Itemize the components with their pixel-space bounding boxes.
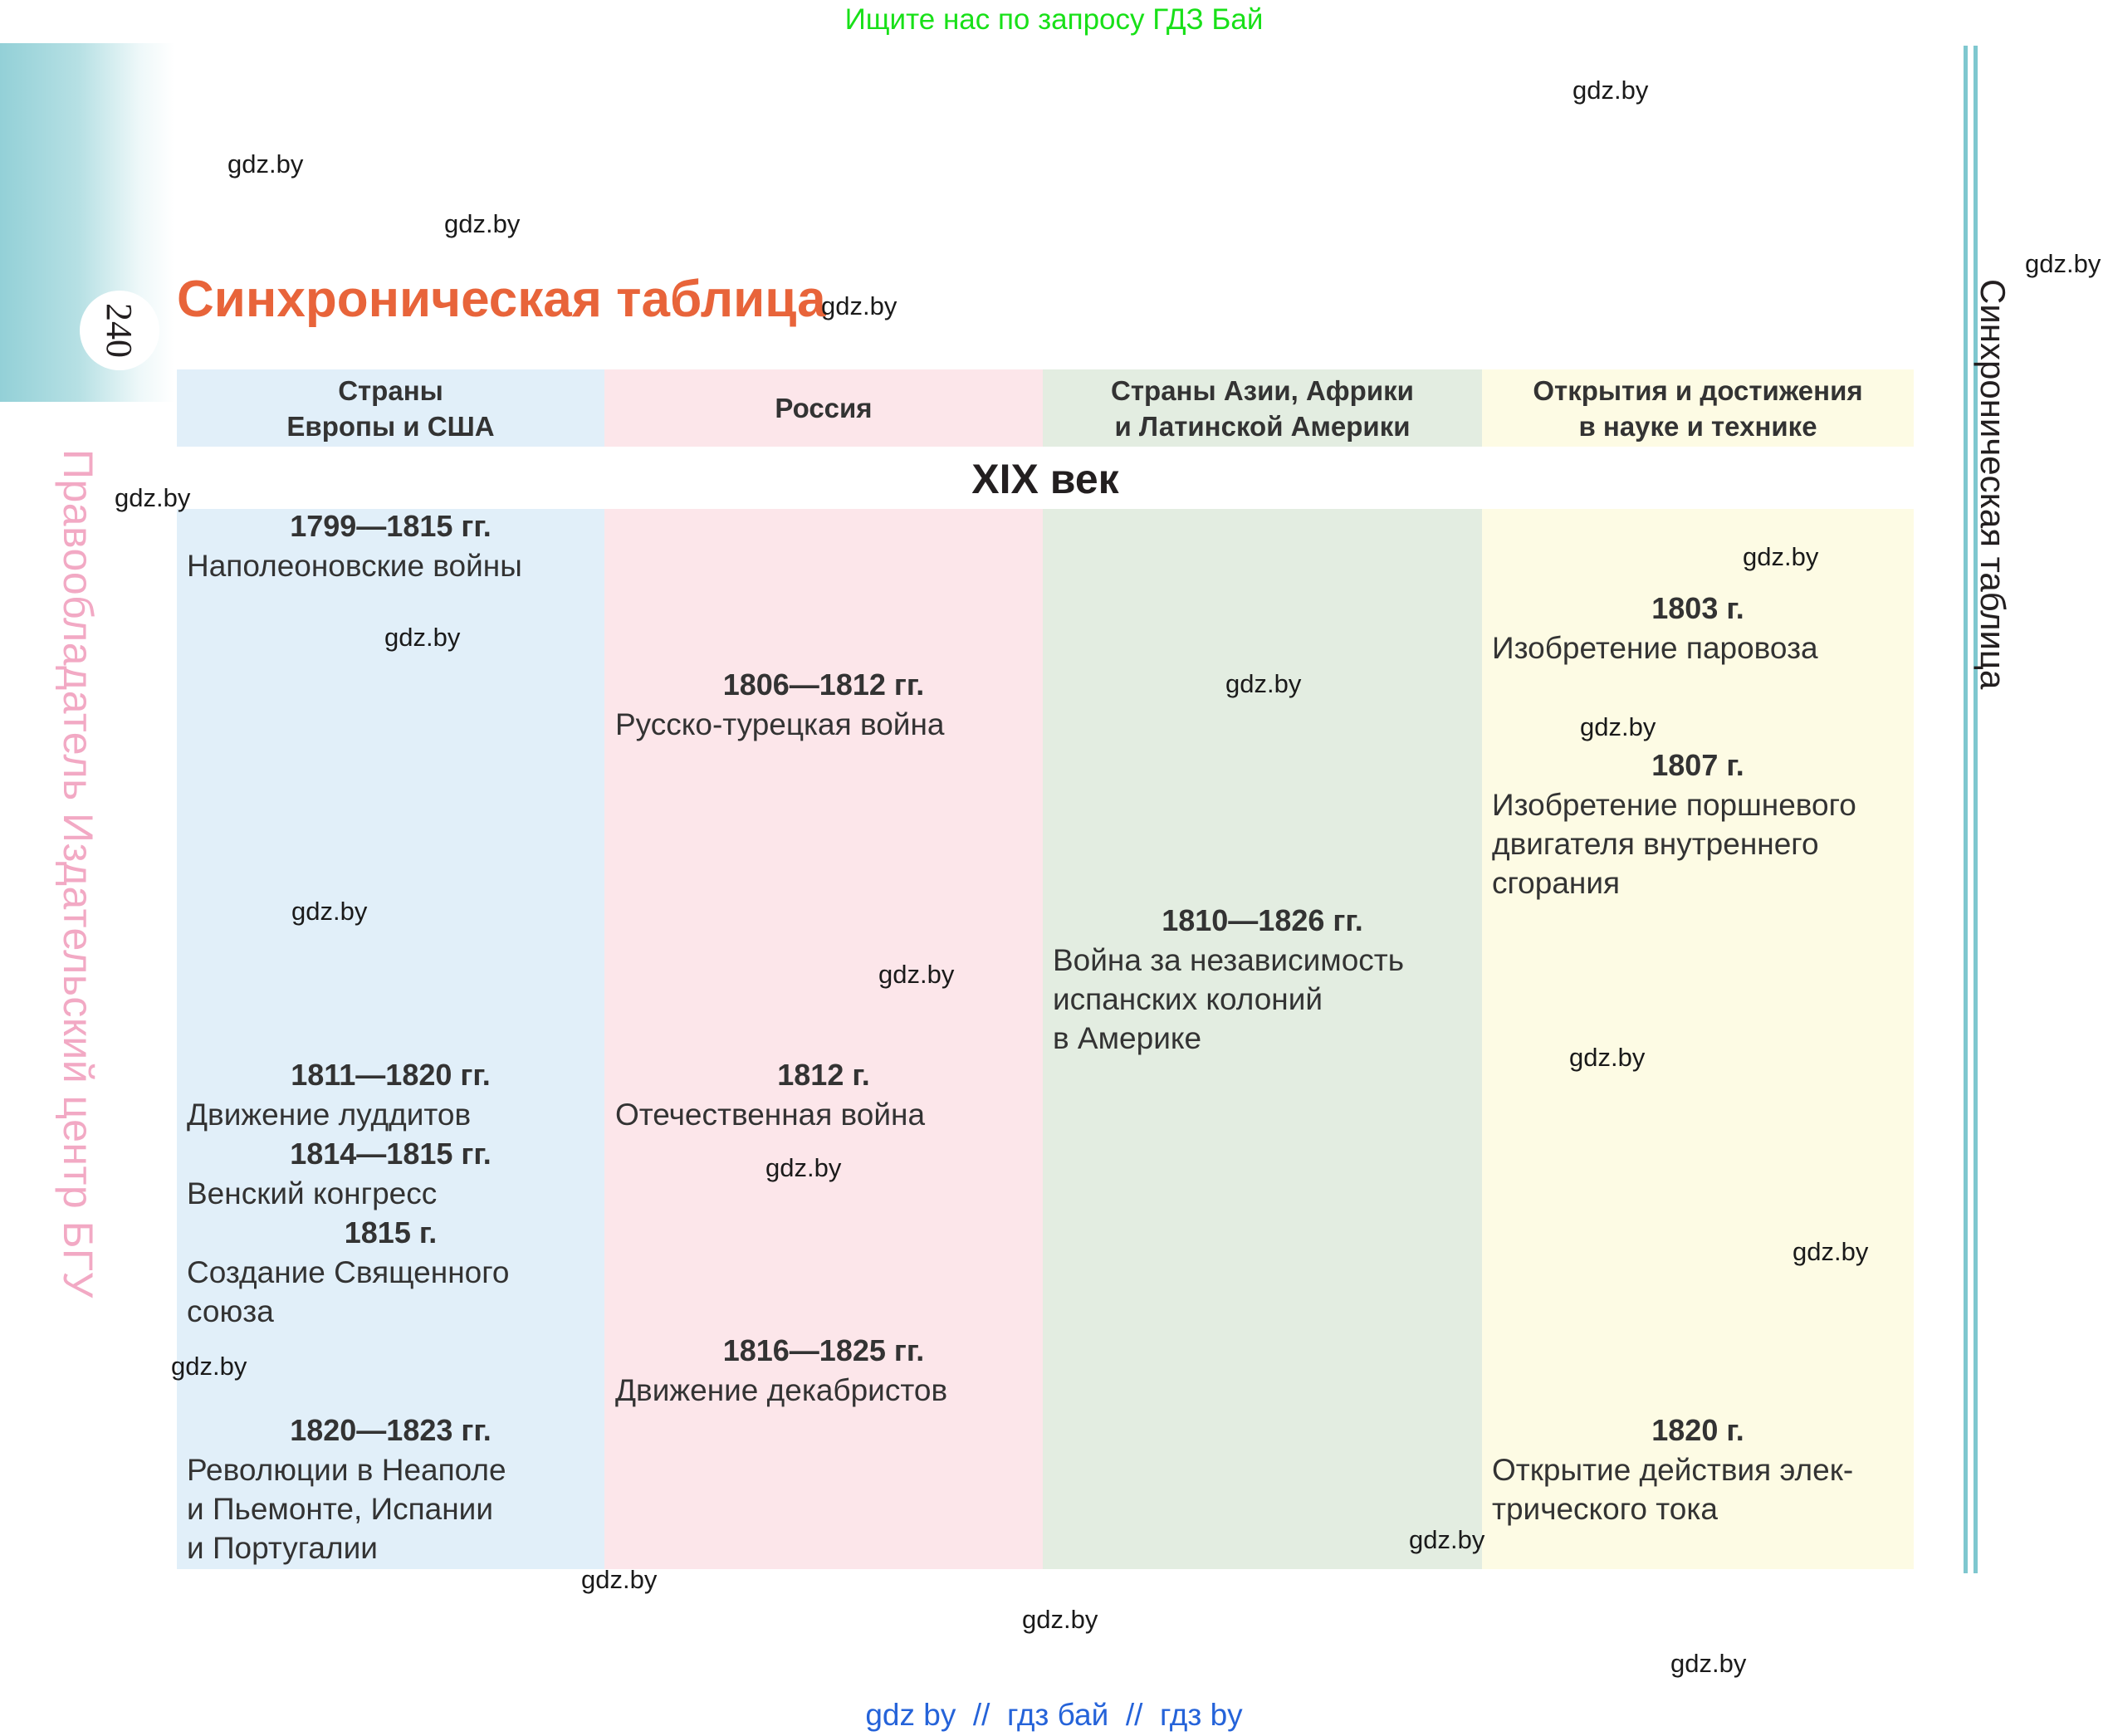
header-europe-label: Страны Европы и США: [286, 374, 495, 442]
event-date: 1807 г.: [1651, 748, 1744, 782]
header-asia-label: Страны Азии, Африки и Латинской Америки: [1111, 374, 1414, 442]
event-date: 1803 г.: [1651, 591, 1744, 625]
watermark: gdz.by: [1022, 1605, 1098, 1634]
watermark: gdz.by: [171, 1352, 247, 1381]
watermark: gdz.by: [878, 960, 955, 989]
century-band: [177, 447, 1914, 509]
event-date: 1820—1823 гг.: [290, 1413, 492, 1447]
century-heading: XIX век: [971, 456, 1119, 502]
watermark: gdz.by: [227, 149, 304, 178]
watermark: gdz.by: [765, 1153, 842, 1182]
watermark: gdz.by: [1670, 1649, 1747, 1678]
watermark: gdz.by: [291, 897, 368, 926]
column-asia: [1043, 369, 1482, 1569]
column-russia: [604, 369, 1043, 1569]
header-science-label: Открытия и достижения в науке и технике: [1533, 374, 1863, 442]
event-date: 1820 г.: [1651, 1413, 1744, 1447]
event-text: Создание Священного союза: [187, 1255, 510, 1328]
event-date: 1815 г.: [344, 1215, 438, 1249]
watermark: gdz.by: [581, 1565, 658, 1594]
event-text: Открытие действия элек- трического тока: [1492, 1453, 1854, 1526]
watermark: gdz.by: [821, 291, 897, 320]
event-date: 1812 г.: [777, 1058, 870, 1092]
right-divider-line: [1964, 46, 1968, 1573]
right-divider-line: [1973, 46, 1978, 1573]
watermark: gdz.by: [2025, 249, 2101, 278]
event-date: 1814—1815 гг.: [290, 1137, 492, 1171]
header-science: Открытия и достижения в науке и технике: [1482, 369, 1914, 447]
page-number: 240: [99, 303, 140, 358]
event-text: Движение декабристов: [615, 1373, 948, 1407]
watermark: gdz.by: [115, 483, 191, 512]
page-number-badge: [80, 291, 159, 370]
event-text: Венский конгресс: [187, 1176, 438, 1210]
side-section-title: Синхроническая таблица: [1973, 279, 2013, 690]
top-promo-banner: Ищите нас по запросу ГДЗ Бай: [844, 3, 1264, 36]
event-date: 1799—1815 гг.: [290, 509, 492, 543]
column-science: [1482, 369, 1914, 1569]
event-text: Изобретение поршневого двигателя внутрен…: [1492, 788, 1856, 900]
page-title: Синхроническая таблица: [177, 271, 826, 328]
event-text: Отечественная война: [615, 1098, 926, 1132]
event-text: Изобретение паровоза: [1492, 631, 1818, 665]
event-text: Война за независимость испанских колоний…: [1053, 943, 1405, 1055]
header-russia-label: Россия: [775, 393, 873, 423]
event-date: 1810—1826 гг.: [1162, 903, 1363, 937]
watermark: gdz.by: [1743, 542, 1819, 571]
watermark: gdz.by: [1569, 1043, 1646, 1072]
watermark: gdz.by: [384, 623, 461, 652]
header-asia: Страны Азии, Африки и Латинской Америки: [1043, 369, 1482, 447]
copyright-vertical: Правообладатель Издательский центр БГУ: [55, 449, 101, 1298]
footer-links: gdz by // гдз бай // гдз by: [865, 1698, 1243, 1732]
watermark: gdz.by: [1225, 669, 1302, 698]
event-text: Движение луддитов: [187, 1098, 472, 1132]
watermark: gdz.by: [1793, 1237, 1869, 1266]
header-europe: Страны Европы и США: [177, 369, 604, 447]
event-text: Революции в Неаполе и Пьемонте, Испании …: [187, 1453, 506, 1565]
event-date: 1811—1820 гг.: [291, 1058, 491, 1092]
event-text: Русско-турецкая война: [615, 707, 945, 741]
event-date: 1806—1812 гг.: [722, 668, 925, 702]
event-text: Наполеоновские войны: [187, 549, 522, 583]
header-russia: Россия: [604, 369, 1043, 447]
watermark: gdz.by: [1580, 712, 1656, 741]
column-europe: [177, 369, 604, 1569]
event-date: 1816—1825 гг.: [722, 1333, 925, 1367]
watermark: gdz.by: [1572, 76, 1649, 105]
watermark: gdz.by: [444, 209, 521, 238]
watermark: gdz.by: [1409, 1525, 1485, 1554]
